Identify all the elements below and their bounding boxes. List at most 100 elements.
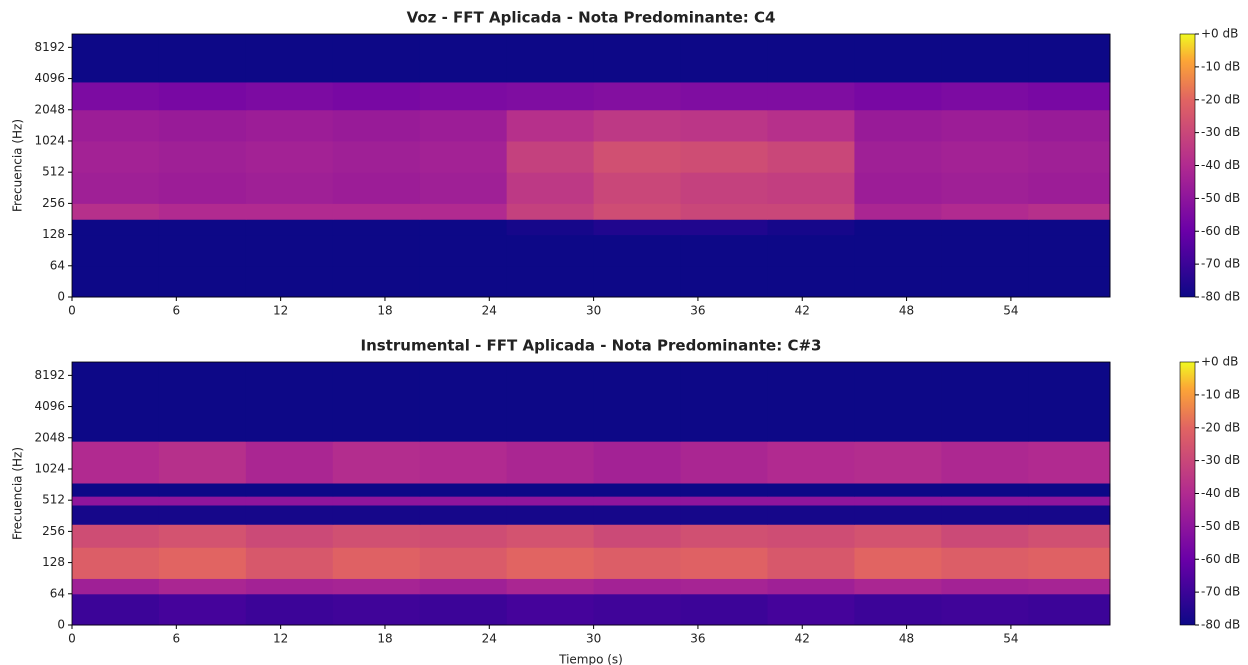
spectrogram-cell: [941, 172, 1029, 204]
spectrogram-cell: [332, 362, 421, 442]
y-tick-label: 64: [50, 258, 65, 272]
spectrogram-cell: [941, 34, 1029, 83]
spectrogram-cell: [854, 578, 942, 595]
spectrogram-cell: [72, 234, 160, 267]
spectrogram-cell: [767, 234, 855, 267]
spectrogram-cell: [332, 109, 421, 142]
spectrogram-cell: [593, 140, 682, 173]
spectrogram-cell: [1028, 109, 1111, 142]
spectrogram-cell: [506, 203, 595, 220]
spectrogram-cell: [767, 34, 855, 83]
y-tick-label: 4096: [34, 399, 65, 413]
spectrogram-cell: [1028, 265, 1111, 298]
spectrogram-cell: [854, 547, 942, 579]
spectrogram-cell: [332, 593, 421, 626]
spectrogram-cell: [245, 441, 334, 484]
y-tick-label: 128: [42, 555, 65, 569]
colorbar-tick-label: -60 dB: [1201, 552, 1240, 566]
spectrogram-cell: [767, 265, 855, 298]
y-tick-label: 64: [50, 586, 65, 600]
spectrogram-cell: [419, 496, 508, 506]
spectrogram-cell: [767, 219, 855, 236]
colorbar-tick-label: +0 dB: [1201, 27, 1238, 41]
colorbar-tick-label: +0 dB: [1201, 355, 1238, 369]
spectrogram-cell: [680, 362, 768, 442]
spectrogram-cell: [767, 496, 855, 506]
spectrogram-cell: [767, 203, 855, 220]
spectrogram-cell: [419, 482, 508, 497]
spectrogram-cell: [158, 505, 247, 525]
spectrogram-cell: [941, 140, 1029, 173]
y-tick-label: 256: [42, 524, 65, 538]
spectrogram-cell: [245, 482, 334, 497]
spectrogram-cell: [680, 109, 768, 142]
spectrogram-cell: [1028, 578, 1111, 595]
spectrogram-cell: [680, 593, 768, 626]
spectrogram-cell: [680, 234, 768, 267]
spectrogram-cell: [158, 140, 247, 173]
spectrogram-cell: [332, 219, 421, 236]
plot-frame: [71, 361, 1111, 626]
spectrogram-cell: [593, 234, 682, 267]
spectrogram-cell: [419, 578, 508, 595]
spectrogram-cell: [72, 547, 160, 579]
x-tick-label: 6: [173, 304, 181, 318]
spectrogram-cell: [854, 265, 942, 298]
spectrogram-cell: [72, 496, 160, 506]
spectrogram-cell: [419, 362, 508, 442]
spectrogram-cell: [419, 505, 508, 525]
spectrogram-cell: [245, 109, 334, 142]
spectrogram-cell: [245, 219, 334, 236]
x-tick-label: 24: [482, 304, 497, 318]
colorbar-tick-label: -60 dB: [1201, 224, 1240, 238]
spectrogram-cell: [158, 34, 247, 83]
spectrogram-cell: [1028, 482, 1111, 497]
spectrogram-cell: [332, 265, 421, 298]
spectrogram-cell: [680, 547, 768, 579]
spectrogram-cell: [506, 593, 595, 626]
colorbar-tick-label: -30 dB: [1201, 453, 1240, 467]
spectrogram-cell: [506, 524, 595, 548]
spectrogram-cell: [245, 578, 334, 595]
spectrogram-cell: [680, 524, 768, 548]
spectrogram-cell: [941, 482, 1029, 497]
spectrogram-cell: [72, 482, 160, 497]
spectrogram-cell: [332, 81, 421, 111]
spectrogram-cell: [593, 482, 682, 497]
spectrogram-cell: [158, 578, 247, 595]
spectrogram-cell: [854, 109, 942, 142]
spectrogram-cell: [941, 524, 1029, 548]
spectrogram-cell: [419, 172, 508, 204]
spectrogram-cell: [158, 547, 247, 579]
plot-frame: [71, 33, 1111, 298]
colorbar-tick-label: -50 dB: [1201, 191, 1240, 205]
x-tick-label: 36: [690, 632, 705, 646]
spectrogram-cell: [245, 362, 334, 442]
x-tick-label: 42: [795, 304, 810, 318]
spectrogram-cell: [593, 81, 682, 111]
spectrogram-cell: [506, 219, 595, 236]
x-tick-label: 12: [273, 304, 288, 318]
y-tick-label: 512: [42, 165, 65, 179]
spectrogram-cell: [332, 140, 421, 173]
chart-title: Instrumental - FFT Aplicada - Nota Predo…: [361, 337, 822, 355]
spectrogram-cell: [854, 81, 942, 111]
spectrogram-cell: [854, 362, 942, 442]
spectrogram-cell: [158, 81, 247, 111]
spectrogram-cell: [506, 362, 595, 442]
y-tick-label: 8192: [34, 368, 65, 382]
spectrogram-cell: [767, 593, 855, 626]
spectrogram-cell: [245, 593, 334, 626]
spectrogram-cell: [506, 547, 595, 579]
spectrogram-cell: [767, 172, 855, 204]
spectrogram-cell: [506, 81, 595, 111]
spectrogram-cell: [158, 362, 247, 442]
spectrogram-cell: [245, 81, 334, 111]
spectrogram-cell: [767, 441, 855, 484]
spectrogram-cell: [680, 219, 768, 236]
y-tick-label: 1024: [34, 133, 65, 147]
x-tick-label: 18: [377, 304, 392, 318]
spectrogram-cell: [680, 496, 768, 506]
spectrogram-cell: [1028, 547, 1111, 579]
spectrogram-cell: [245, 234, 334, 267]
